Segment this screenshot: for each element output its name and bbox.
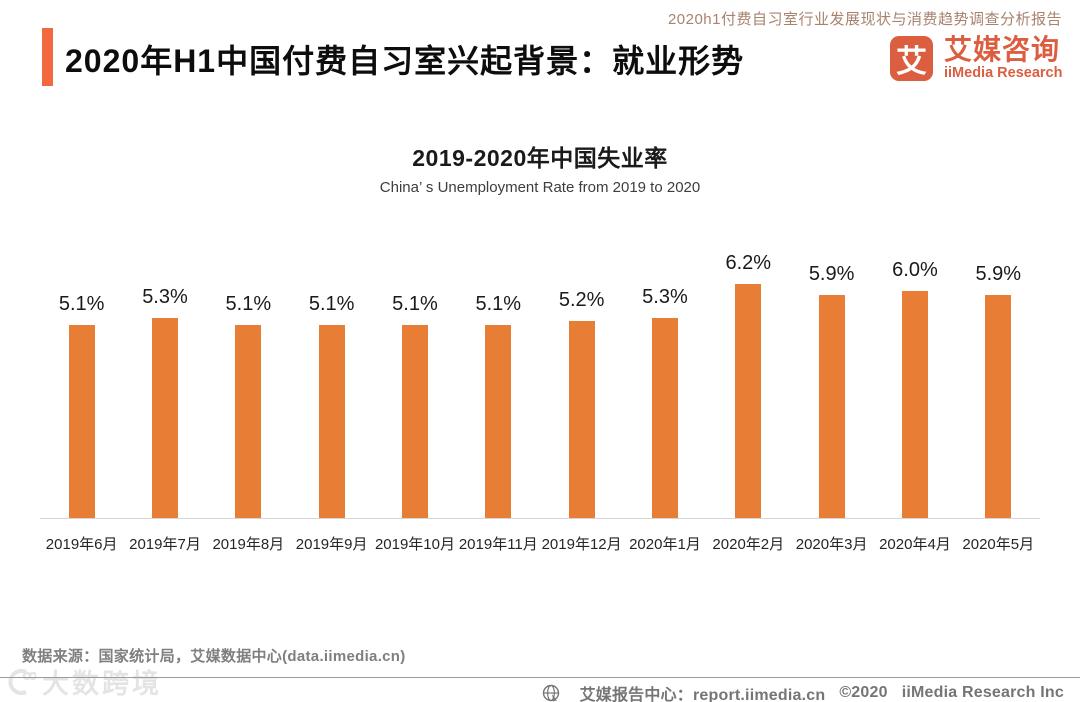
- x-axis-label: 2020年3月: [795, 536, 868, 553]
- bar: [818, 295, 845, 518]
- bar-column: 5.1%: [207, 293, 290, 518]
- x-axis-labels: 2019年6月 2019年7月 2019年8月 2019年9月 2019年10月 2019…: [40, 533, 1040, 554]
- report-series-tagline: 2020h1付费自习室行业发展现状与消费趋势调查分析报告: [667, 11, 1062, 28]
- bar-value-label: 5.9%: [808, 263, 855, 285]
- x-axis-label: 2020年5月: [962, 536, 1035, 553]
- bar-column: 5.3%: [623, 286, 706, 518]
- footer-divider: [0, 677, 1080, 678]
- bar-column: 5.9%: [957, 263, 1040, 518]
- bar-column: 5.2%: [540, 289, 623, 518]
- bar-value-label: 5.1%: [58, 293, 105, 316]
- bar-value-label: 6.2%: [725, 251, 772, 274]
- bar-value-label: 5.3%: [642, 285, 688, 308]
- bar: [485, 325, 512, 518]
- bar-column: 5.1%: [290, 293, 373, 518]
- x-axis-label: 2019年7月: [129, 536, 201, 553]
- bar-value-label: 6.0%: [892, 259, 938, 282]
- bar-column: 5.3%: [123, 286, 206, 518]
- bar: [901, 291, 928, 518]
- bar-column: 6.2%: [707, 252, 790, 518]
- chart-subtitle: China’ s Unemployment Rate from 2019 to …: [379, 179, 701, 196]
- title-accent-bar: [42, 28, 53, 86]
- bar-value-label: 5.1%: [475, 293, 522, 316]
- bar: [401, 325, 428, 518]
- watermark: 大数跨境: [6, 662, 162, 701]
- data-source-note: 数据来源：国家统计局，艾媒数据中心(data.iimedia.cn): [22, 648, 406, 665]
- bar: [151, 317, 178, 518]
- bar: [568, 321, 595, 518]
- x-axis-label: 2019年10月: [374, 536, 455, 553]
- bar-value-label: 5.2%: [558, 289, 605, 312]
- brand-name-cn: 艾媒咨询: [944, 34, 1061, 65]
- x-axis-line: [40, 518, 1040, 519]
- bar-value-label: 5.1%: [392, 293, 438, 316]
- x-axis-label: 2019年11月: [458, 536, 538, 553]
- x-axis-label: 2020年2月: [712, 536, 785, 553]
- footer-copyright: ©2020: [839, 684, 888, 701]
- bar-column: 5.1%: [40, 293, 123, 518]
- bar-column: 5.1%: [373, 293, 456, 518]
- plot-area: 5.1% 5.3% 5.1% 5.1% 5.1% 5.1% 5.2% 5.3% 6.2% 5.9%…: [40, 238, 1040, 518]
- bar-column: 6.0%: [873, 259, 956, 518]
- bar-value-label: 5.1%: [225, 293, 272, 316]
- bar-column: 5.1%: [457, 293, 540, 518]
- watermark-text: 大数跨境: [42, 669, 162, 699]
- x-axis-label: 2019年12月: [541, 536, 622, 553]
- x-axis-label: 2019年9月: [295, 536, 368, 553]
- bar-value-label: 5.9%: [975, 263, 1022, 285]
- bar: [735, 283, 762, 518]
- footer-company: iiMedia Research Inc: [901, 684, 1064, 701]
- bar: [651, 317, 678, 518]
- iimedia-logo-text: 艾媒咨询 iiMedia Research: [944, 34, 1063, 82]
- bar-column: 5.9%: [790, 263, 873, 518]
- iimedia-logo: 艾 艾媒咨询 iiMedia Research: [890, 36, 1062, 81]
- bar: [235, 325, 262, 518]
- bar-value-label: 5.3%: [142, 285, 188, 308]
- x-axis-label: 2020年4月: [879, 536, 951, 553]
- iimedia-logo-icon: 艾: [890, 36, 933, 81]
- x-axis-label: 2019年6月: [45, 536, 118, 553]
- bar-value-label: 5.1%: [308, 293, 355, 316]
- brand-name-en: iiMedia Research: [944, 65, 1063, 81]
- globe-icon: [542, 684, 560, 702]
- x-axis-label: 2019年8月: [212, 536, 285, 553]
- watermark-icon: [8, 668, 36, 695]
- x-axis-label: 2020年1月: [629, 536, 701, 553]
- bar: [68, 325, 95, 518]
- chart-title: 2019-2020年中国失业率: [412, 145, 668, 171]
- bar: [318, 325, 345, 518]
- page-title: 2020年H1中国付费自习室兴起背景：就业形势: [65, 43, 745, 79]
- footer-report-center: 艾媒报告中心：report.iimedia.cn: [579, 687, 826, 702]
- bar: [985, 295, 1012, 518]
- footer: 艾媒报告中心：report.iimedia.cn ©2020 iiMedia R…: [542, 681, 1064, 702]
